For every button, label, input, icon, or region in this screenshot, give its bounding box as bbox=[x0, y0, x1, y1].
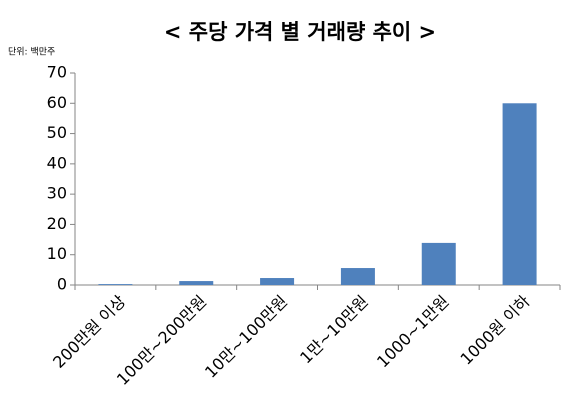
x-tick-label: 1000원 이하 bbox=[457, 291, 534, 368]
y-tick-label: 30 bbox=[47, 184, 67, 203]
bar bbox=[260, 278, 295, 285]
unit-label: 단위: 백만주 bbox=[8, 47, 55, 58]
bar bbox=[502, 103, 537, 286]
x-tick-label: 1만~10만원 bbox=[296, 292, 372, 368]
y-tick-label: 70 bbox=[47, 63, 67, 82]
y-tick-label: 0 bbox=[57, 275, 67, 294]
y-tick-label: 50 bbox=[47, 123, 67, 142]
bar bbox=[179, 281, 214, 285]
bar bbox=[98, 284, 133, 285]
x-tick-label: 200만원 이상 bbox=[49, 291, 129, 371]
x-tick-label: 1000~1만원 bbox=[373, 292, 453, 372]
bar bbox=[421, 242, 456, 285]
y-tick-label: 40 bbox=[47, 153, 67, 172]
y-tick-label: 20 bbox=[47, 214, 67, 233]
x-tick-label: 10만~100만원 bbox=[201, 292, 291, 382]
bar bbox=[340, 268, 375, 285]
y-tick-label: 60 bbox=[47, 93, 67, 112]
chart-title: < 주당 가격 별 거래량 추이 > bbox=[164, 20, 436, 44]
y-tick-label: 10 bbox=[47, 244, 67, 263]
